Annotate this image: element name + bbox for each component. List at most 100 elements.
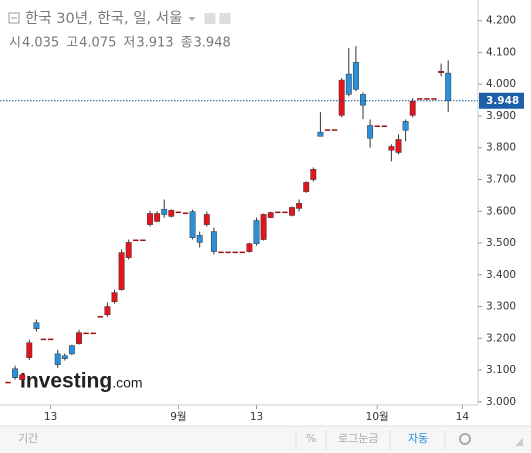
ohlc-label: 고 (66, 36, 78, 51)
last-price-box (479, 92, 524, 109)
watermark: Investing .com (20, 370, 143, 393)
candle-body (47, 338, 54, 341)
candle-body (409, 101, 416, 116)
candle-body (267, 212, 274, 218)
candle-body (303, 182, 310, 192)
candle-body (324, 129, 331, 131)
y-tick-label: 4.000 (486, 78, 516, 90)
candle-body (246, 243, 253, 252)
candle-body (360, 94, 366, 106)
log-scale-button[interactable]: 로그눈금 (338, 432, 378, 445)
toolbar (0, 426, 531, 453)
candle-body (54, 353, 61, 365)
y-tick-label: 3.700 (486, 174, 516, 186)
candle-body (68, 345, 75, 355)
candle-body (210, 231, 217, 252)
y-tick-label: 3.000 (486, 396, 516, 408)
candle-body (345, 73, 352, 95)
candle-body (260, 214, 267, 240)
candle-body (275, 211, 281, 214)
candle-body (381, 125, 387, 128)
y-tick-label: 4.100 (486, 46, 516, 58)
period-button[interactable]: 기간 (18, 432, 38, 445)
close-icon[interactable] (219, 13, 231, 24)
candle-body (232, 251, 238, 254)
candle-body (19, 374, 26, 380)
candle-body (438, 70, 445, 73)
ohlc-value: 3.948 (194, 36, 231, 51)
x-tick-label: 14 (456, 411, 470, 423)
candle-body (317, 131, 324, 137)
candle-body (33, 322, 40, 330)
x-tick-label: 9월 (170, 411, 186, 423)
y-tick-label: 3.100 (486, 364, 516, 376)
candle-body (402, 121, 409, 131)
last-price-label: 3.948 (486, 95, 519, 107)
candle-body (196, 235, 203, 243)
x-tick-label: 13 (44, 411, 57, 423)
settings-gear[interactable] (459, 433, 471, 445)
candle-body (331, 129, 338, 131)
y-tick-label: 3.300 (486, 301, 516, 313)
candle-body (352, 62, 359, 90)
ohlc-value: 3.913 (136, 36, 173, 51)
y-tick-label: 3.600 (486, 205, 516, 217)
candle-body (26, 342, 33, 358)
resize-handle[interactable] (515, 438, 523, 446)
candle-body (282, 211, 288, 214)
watermark-suffix: .com (112, 375, 142, 391)
candle-body (225, 251, 231, 254)
candle-body (367, 125, 374, 139)
y-tick-label: 3.500 (486, 237, 516, 249)
candle-body (203, 214, 210, 225)
y-tick-label: 3.200 (486, 332, 516, 344)
candle-body (253, 220, 260, 244)
auto-button[interactable]: 자동 (408, 432, 428, 445)
candle-body (90, 332, 96, 335)
ohlc-value: 4.035 (22, 36, 59, 51)
candle-body (189, 211, 196, 238)
candle-body (161, 209, 168, 215)
ohlc-label: 종 (181, 36, 193, 51)
dropdown-arrow[interactable] (188, 17, 196, 21)
candle-body (61, 355, 68, 359)
y-tick-label: 4.200 (486, 15, 516, 27)
candle-body (296, 203, 303, 209)
y-tick-label: 3.800 (486, 142, 516, 154)
x-tick-label: 13 (250, 411, 263, 423)
settings-icon[interactable] (204, 13, 216, 24)
ohlc-label: 시 (9, 36, 21, 51)
candle-body (175, 211, 182, 214)
candle-body (395, 139, 402, 153)
collapse-icon[interactable] (8, 12, 20, 24)
candle-body (445, 72, 452, 101)
candle-body (417, 98, 423, 100)
title-icons (204, 13, 231, 24)
candle-body (40, 338, 47, 341)
ohlc-value: 4.075 (79, 36, 116, 51)
candle-body (289, 207, 295, 216)
percent-button[interactable]: % (306, 432, 316, 445)
candle-body (76, 332, 82, 344)
candle-body (310, 169, 317, 180)
candle-body (140, 239, 146, 242)
watermark-text: Investing (20, 370, 112, 393)
candle-body (133, 239, 139, 242)
candle-body (374, 125, 380, 128)
candle-body (125, 242, 132, 258)
candle-body (5, 381, 11, 384)
x-tick-label: 10월 (366, 411, 389, 423)
candle-body (97, 316, 103, 318)
candle-body (168, 210, 175, 217)
candle-body (424, 98, 430, 100)
candle-body (111, 292, 118, 303)
candle-body (431, 98, 437, 100)
candle-body (182, 212, 189, 215)
ohlc-label: 저 (123, 36, 135, 51)
candle-body (83, 332, 89, 335)
ohlc-header: 시 4.035 고 4.075 저 3.913 종 3.948 (9, 36, 231, 51)
candle-body (218, 251, 224, 254)
candle-body (147, 213, 153, 225)
chart-title[interactable]: 한국 30년, 한국, 일, 서울 (25, 10, 182, 27)
